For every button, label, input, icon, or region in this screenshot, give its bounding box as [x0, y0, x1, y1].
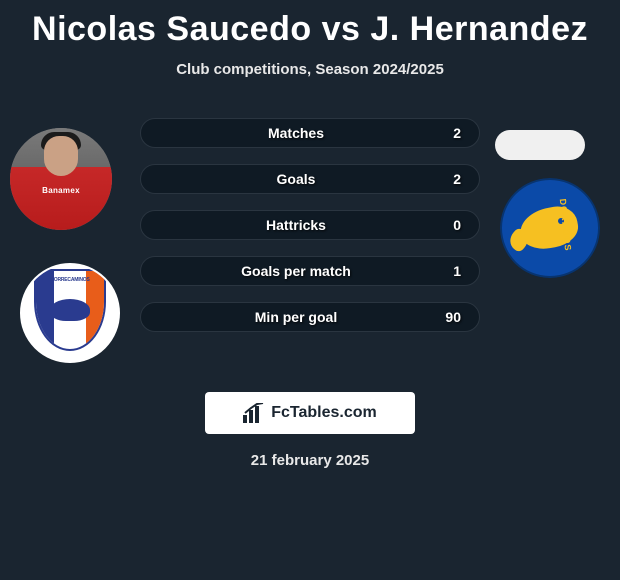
stat-bar: Min per goal 90	[140, 302, 480, 332]
stat-bar: Matches 2	[140, 118, 480, 148]
branding-text: FcTables.com	[271, 404, 377, 422]
player2-name: J. Hernandez	[370, 10, 588, 48]
player1-head-shape	[44, 136, 78, 176]
branding-badge: FcTables.com	[205, 392, 415, 434]
stat-bar: Hattricks 0	[140, 210, 480, 240]
stat-bars: Matches 2 Goals 2 Hattricks 0 Goals per …	[140, 118, 480, 348]
player1-name: Nicolas Saucedo	[32, 10, 312, 48]
team1-badge: CORRECAMINOS	[20, 263, 120, 363]
stat-value: 2	[433, 125, 461, 141]
stat-value: 0	[433, 217, 461, 233]
chart-icon	[243, 403, 265, 423]
stat-value: 90	[433, 309, 461, 325]
stat-label: Goals	[159, 171, 433, 187]
stat-bar: Goals 2	[140, 164, 480, 194]
generation-date: 21 february 2025	[0, 452, 620, 469]
stat-bar: Goals per match 1	[140, 256, 480, 286]
player1-avatar: Banamex	[10, 128, 112, 230]
team1-shield-shape: CORRECAMINOS	[34, 269, 106, 351]
vs-label: vs	[322, 10, 361, 48]
comparison-title: Nicolas Saucedo vs J. Hernandez	[0, 0, 620, 49]
team2-badge: DORADOS	[500, 178, 600, 278]
comparison-stage: Banamex CORRECAMINOS DORADOS Matches 2	[0, 108, 620, 368]
team1-name-text: CORRECAMINOS	[50, 277, 89, 283]
subtitle: Club competitions, Season 2024/2025	[0, 61, 620, 78]
stat-label: Matches	[159, 125, 433, 141]
stat-label: Min per goal	[159, 309, 433, 325]
team1-mascot-shape	[50, 299, 90, 321]
stat-value: 1	[433, 263, 461, 279]
stat-value: 2	[433, 171, 461, 187]
player1-sponsor-text: Banamex	[42, 186, 80, 195]
stat-label: Goals per match	[159, 263, 433, 279]
player1-avatar-bg: Banamex	[10, 128, 112, 230]
stat-label: Hattricks	[159, 217, 433, 233]
player2-avatar-placeholder	[495, 130, 585, 160]
